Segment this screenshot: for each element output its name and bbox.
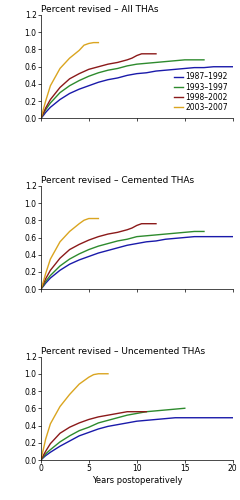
Legend: 1987–1992, 1993–1997, 1998–2002, 2003–2007: 1987–1992, 1993–1997, 1998–2002, 2003–20… bbox=[173, 72, 229, 112]
Text: Percent revised – All THAs: Percent revised – All THAs bbox=[41, 5, 158, 14]
Text: Percent revised – Uncemented THAs: Percent revised – Uncemented THAs bbox=[41, 346, 205, 356]
Text: Percent revised – Cemented THAs: Percent revised – Cemented THAs bbox=[41, 176, 194, 185]
X-axis label: Years postoperatively: Years postoperatively bbox=[91, 476, 182, 485]
